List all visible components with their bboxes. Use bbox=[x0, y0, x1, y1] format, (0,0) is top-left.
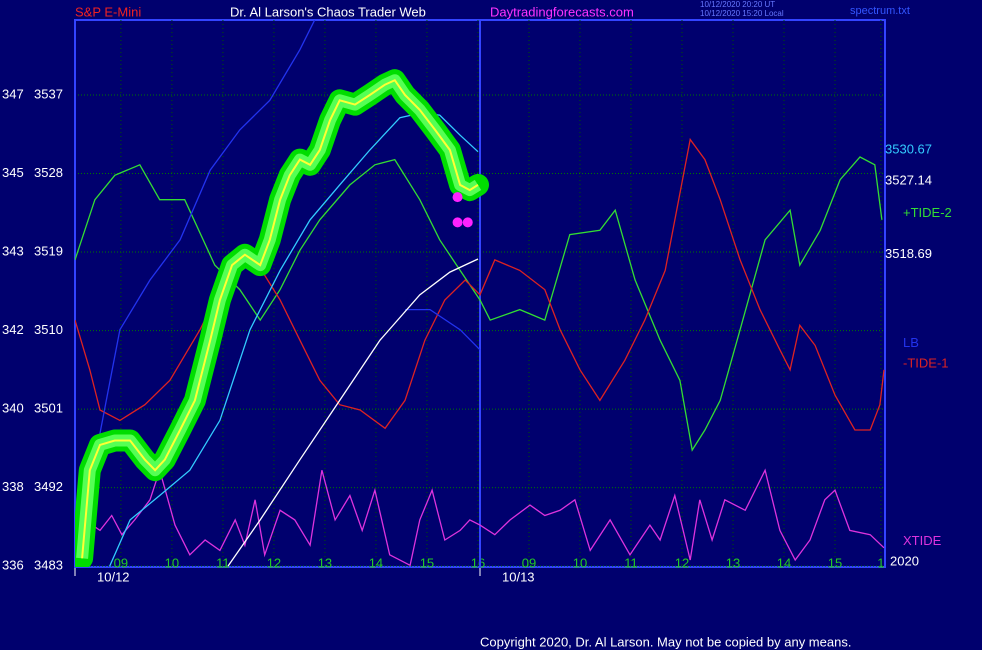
x-tick-label: 09 bbox=[114, 555, 128, 570]
x-tick-label: 12 bbox=[267, 555, 281, 570]
y-tick-label: 3510 bbox=[34, 322, 63, 337]
x-tick-label: 11 bbox=[624, 555, 638, 570]
secondary-y-label: 347 bbox=[2, 86, 24, 101]
date-label: 10/13 bbox=[502, 569, 535, 584]
x-tick-label: 13 bbox=[318, 555, 332, 570]
x-tick-label: 12 bbox=[675, 555, 689, 570]
x-tick-label: 14 bbox=[777, 555, 791, 570]
y-tick-label: 3483 bbox=[34, 558, 63, 573]
secondary-y-label: 345 bbox=[2, 165, 24, 180]
timestamp: 10/12/2020 15:20 Local bbox=[700, 9, 784, 18]
end-value-label: 3518.69 bbox=[885, 246, 932, 261]
x-tick-label: 15 bbox=[828, 555, 842, 570]
website: Daytradingforecasts.com bbox=[490, 4, 634, 19]
x-tick-label: 15 bbox=[420, 555, 434, 570]
x-tick-label: 13 bbox=[726, 555, 740, 570]
y-tick-label: 3519 bbox=[34, 243, 63, 258]
series-name: -TIDE-1 bbox=[903, 355, 949, 370]
x-tick-label: 14 bbox=[369, 555, 383, 570]
year-label: 2020 bbox=[890, 553, 919, 568]
chart-subtitle: Dr. Al Larson's Chaos Trader Web bbox=[230, 4, 426, 19]
date-label: 10/12 bbox=[97, 569, 130, 584]
marker-dot bbox=[452, 217, 463, 228]
x-tick-label: 09 bbox=[522, 555, 536, 570]
end-value-label: 3527.14 bbox=[885, 172, 932, 187]
series-line bbox=[227, 258, 479, 567]
file-name: spectrum.txt bbox=[850, 5, 910, 17]
copyright: Copyright 2020, Dr. Al Larson. May not b… bbox=[480, 634, 851, 649]
secondary-y-label: 336 bbox=[2, 558, 24, 573]
series-name: LB bbox=[903, 335, 919, 350]
series-name: +TIDE-2 bbox=[903, 205, 952, 220]
timestamp: 10/12/2020 20:20 UT bbox=[700, 0, 775, 9]
y-tick-label: 3501 bbox=[34, 401, 63, 416]
series-line bbox=[81, 78, 479, 559]
series-line bbox=[75, 467, 885, 567]
y-tick-label: 3492 bbox=[34, 479, 63, 494]
y-tick-label: 3528 bbox=[34, 165, 63, 180]
secondary-y-label: 343 bbox=[2, 243, 24, 258]
x-tick-label: 10 bbox=[165, 555, 179, 570]
series-name: XTIDE bbox=[903, 533, 942, 548]
x-tick-label: 11 bbox=[216, 555, 230, 570]
chart-title: S&P E-Mini bbox=[75, 4, 141, 19]
x-tick-label: 1 bbox=[877, 555, 884, 570]
marker-dot bbox=[462, 217, 473, 228]
y-tick-label: 3537 bbox=[34, 86, 63, 101]
series-line bbox=[79, 20, 481, 541]
secondary-y-label: 338 bbox=[2, 479, 24, 494]
end-value-label: 3530.67 bbox=[885, 142, 932, 157]
x-tick-label: 16 bbox=[471, 555, 485, 570]
secondary-y-label: 340 bbox=[2, 401, 24, 416]
marker-dot bbox=[452, 192, 463, 203]
secondary-y-label: 342 bbox=[2, 322, 24, 337]
x-tick-label: 10 bbox=[573, 555, 587, 570]
